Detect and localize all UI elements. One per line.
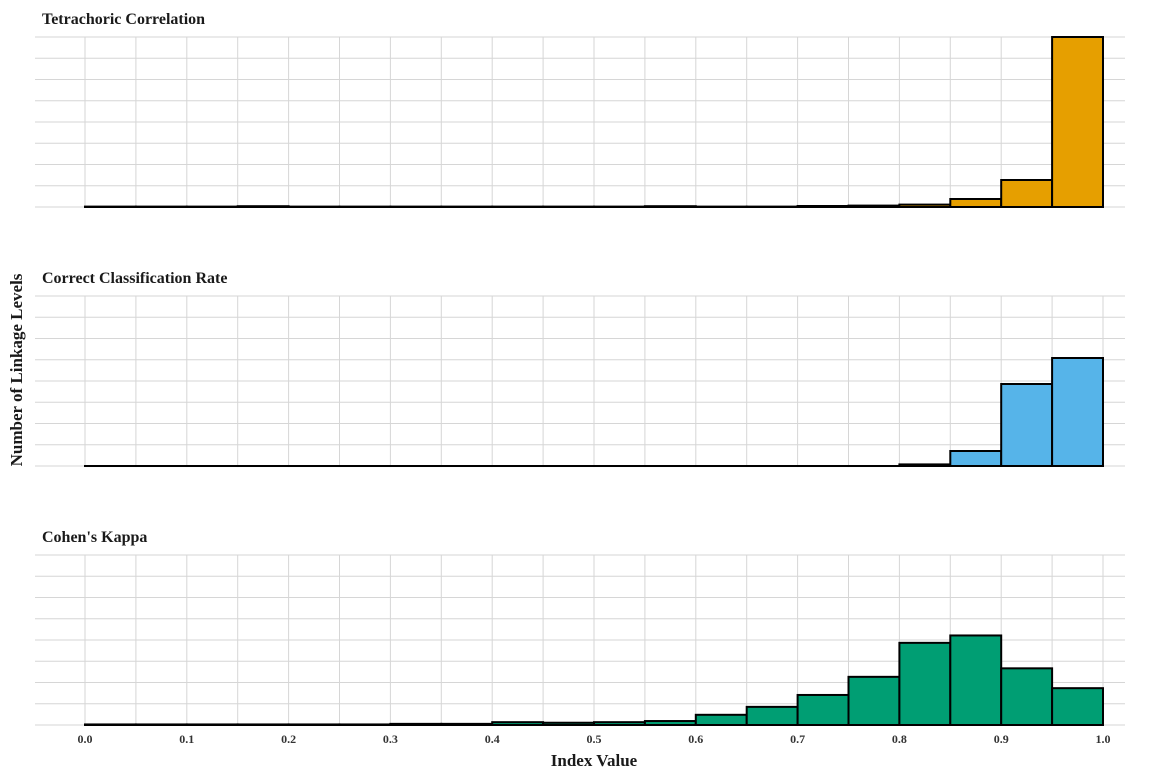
panel-2: Cohen's Kappa (35, 529, 1125, 725)
histogram-bar (696, 715, 747, 725)
histogram-bar (899, 205, 950, 207)
histogram-bar (899, 464, 950, 466)
x-tick-label: 0.7 (790, 732, 805, 746)
histogram-bar (1001, 384, 1052, 466)
panel-title: Correct Classification Rate (42, 270, 227, 287)
x-tick-label: 0.0 (78, 732, 93, 746)
x-tick-label: 0.6 (688, 732, 703, 746)
x-tick-label: 1.0 (1096, 732, 1111, 746)
histogram-bar (441, 724, 492, 725)
histogram-bar (849, 677, 900, 725)
x-tick-label: 0.4 (485, 732, 500, 746)
histogram-bar (390, 724, 441, 725)
histogram-bar (85, 724, 136, 725)
panel-1: Correct Classification Rate (35, 270, 1125, 466)
histogram-bar (950, 635, 1001, 725)
panels-layer: Tetrachoric Correlation Correct Classific… (35, 11, 1125, 725)
histogram-bar (645, 721, 696, 725)
histogram-bar (1052, 37, 1103, 207)
histogram-bar (1001, 180, 1052, 207)
histogram-bar (289, 724, 340, 725)
panel-title: Tetrachoric Correlation (42, 11, 205, 28)
histogram-bar (1052, 688, 1103, 725)
histogram-bar (899, 643, 950, 725)
x-tick-label: 0.9 (994, 732, 1009, 746)
histogram-bar (187, 724, 238, 725)
panel-title: Cohen's Kappa (42, 529, 147, 546)
histogram-bar (136, 724, 187, 725)
histogram-bar (849, 206, 900, 207)
histogram-bar (747, 707, 798, 725)
x-tick-label: 0.3 (383, 732, 398, 746)
histogram-bar (238, 724, 289, 725)
histogram-bar (798, 695, 849, 725)
x-axis-title: Index Value (551, 751, 638, 770)
histogram-bar (1001, 668, 1052, 725)
x-axis: 0.0 0.1 0.2 0.3 0.4 0.5 0.6 0.7 0.8 0.9 1.0 (78, 732, 1111, 746)
x-tick-label: 0.8 (892, 732, 907, 746)
panel-0: Tetrachoric Correlation (35, 11, 1125, 207)
histogram-bar (950, 451, 1001, 466)
histogram-bar (238, 206, 289, 207)
histogram-bar (645, 206, 696, 207)
histogram-bar (950, 199, 1001, 207)
y-axis-title: Number of Linkage Levels (7, 273, 26, 466)
histogram-bar (492, 722, 543, 725)
x-tick-label: 0.2 (281, 732, 296, 746)
histogram-bar (1052, 358, 1103, 466)
x-tick-label: 0.5 (587, 732, 602, 746)
histogram-bar (594, 722, 645, 725)
histogram-bar (543, 723, 594, 725)
x-tick-label: 0.1 (179, 732, 194, 746)
histogram-bar (340, 724, 391, 725)
histogram-bar (798, 206, 849, 207)
